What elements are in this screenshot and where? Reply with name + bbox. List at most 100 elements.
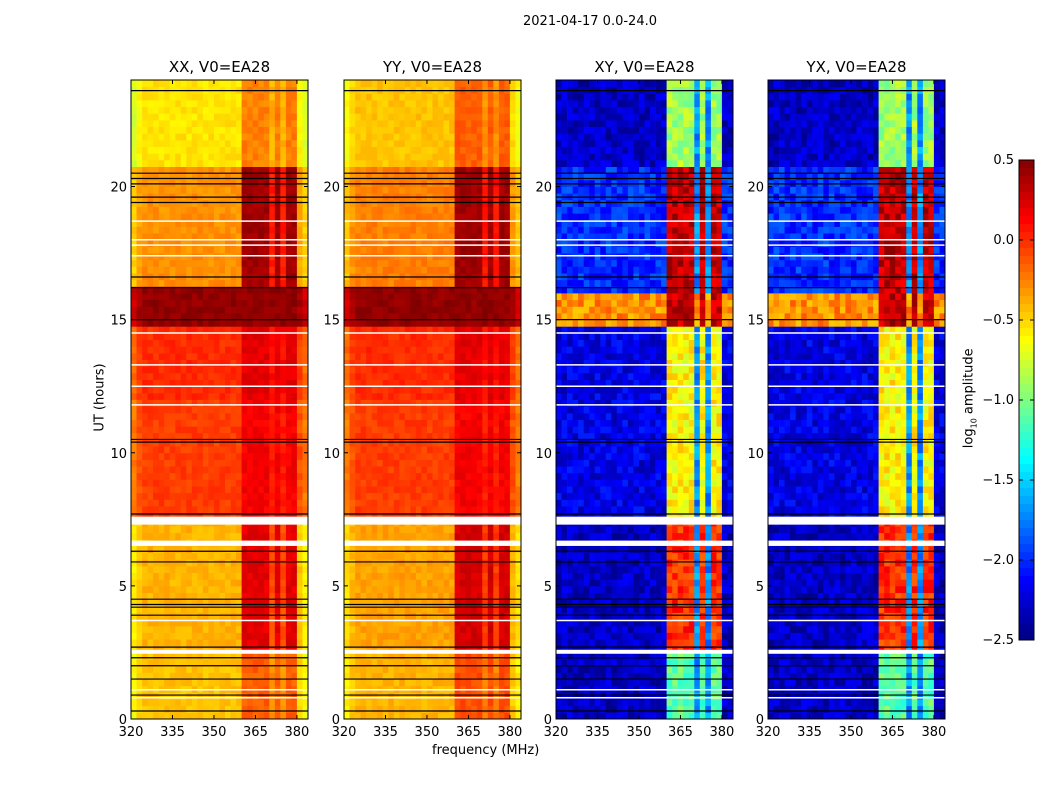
heatmap-cell — [443, 412, 450, 420]
heatmap-cell — [136, 106, 143, 114]
heatmap-cell — [291, 672, 298, 680]
heatmap-cell — [498, 419, 505, 427]
heatmap-cell — [493, 605, 500, 613]
heatmap-cell — [498, 512, 505, 520]
heatmap-cell — [197, 526, 204, 534]
heatmap-cell — [360, 679, 367, 687]
heatmap-cell — [274, 545, 281, 553]
heatmap-cell — [460, 406, 467, 414]
heatmap-cell — [460, 452, 467, 460]
heatmap-cell — [393, 612, 400, 620]
heatmap-cell — [263, 279, 270, 287]
heatmap-cell — [241, 352, 248, 360]
heatmap-cell — [197, 219, 204, 227]
heatmap-cell — [415, 645, 422, 653]
heatmap-cell — [219, 326, 226, 334]
heatmap-cell — [515, 352, 522, 360]
heatmap-cell — [421, 359, 428, 367]
heatmap-cell — [241, 372, 248, 380]
heatmap-cell — [252, 605, 259, 613]
heatmap-cell — [476, 699, 483, 707]
heatmap-cell — [153, 412, 159, 420]
heatmap-cell — [438, 565, 444, 573]
heatmap-cell — [230, 459, 237, 467]
heatmap-cell — [263, 705, 270, 713]
heatmap-cell — [175, 432, 182, 440]
heatmap-cell — [153, 506, 159, 514]
heatmap-cell — [230, 512, 237, 520]
heatmap-cell — [153, 419, 159, 427]
heatmap-cell — [208, 665, 215, 673]
heatmap-cell — [263, 419, 270, 427]
heatmap-cell — [285, 526, 292, 534]
heatmap-cell — [349, 472, 356, 480]
heatmap-cell — [131, 552, 137, 560]
heatmap-cell — [252, 319, 259, 327]
heatmap-cell — [296, 366, 303, 374]
heatmap-cell — [410, 419, 417, 427]
heatmap-cell — [258, 665, 265, 673]
heatmap-cell — [247, 672, 254, 680]
heatmap-cell — [482, 486, 489, 494]
heatmap-cell — [421, 412, 428, 420]
heatmap-cell — [197, 619, 204, 627]
heatmap-cell — [515, 625, 522, 633]
heatmap-cell — [509, 466, 516, 474]
heatmap-cell — [153, 392, 159, 400]
heatmap-cell — [269, 126, 276, 134]
heatmap-cell — [230, 326, 237, 334]
heatmap-cell — [404, 526, 411, 534]
heatmap-cell — [263, 412, 270, 420]
heatmap-cell — [427, 612, 433, 620]
heatmap-cell — [404, 712, 411, 720]
heatmap-cell — [349, 585, 356, 593]
heatmap-cell — [180, 652, 187, 660]
heatmap-cell — [410, 506, 417, 514]
heatmap-cell — [197, 126, 204, 134]
heatmap-cell — [280, 585, 287, 593]
heatmap-cell — [208, 126, 215, 134]
heatmap-cell — [153, 592, 159, 600]
heatmap-cell — [296, 592, 303, 600]
heatmap-cell — [258, 605, 265, 613]
heatmap-cell — [153, 206, 159, 214]
heatmap-cell — [432, 545, 439, 553]
heatmap-cell — [302, 645, 309, 653]
heatmap-cell — [504, 352, 511, 360]
heatmap-cell — [377, 372, 384, 380]
heatmap-cell — [263, 652, 270, 660]
heatmap-cell — [191, 100, 198, 108]
heatmap-cell — [449, 372, 455, 380]
heatmap-cell — [404, 459, 411, 467]
heatmap-cell — [377, 645, 384, 653]
heatmap-cell — [296, 479, 303, 487]
heatmap-cell — [225, 639, 231, 647]
heatmap-cell — [169, 106, 176, 114]
heatmap-cell — [208, 486, 215, 494]
heatmap-cell — [449, 359, 455, 367]
heatmap-cell — [147, 592, 154, 600]
heatmap-cell — [169, 526, 176, 534]
heatmap-cell — [432, 492, 439, 500]
heatmap-cell — [476, 452, 483, 460]
heatmap-cell — [449, 699, 455, 707]
heatmap-cell — [285, 319, 292, 327]
heatmap-cell — [482, 585, 489, 593]
heatmap-cell — [263, 299, 270, 307]
heatmap-cell — [236, 679, 242, 687]
heatmap-cell — [153, 585, 159, 593]
heatmap-cell — [258, 239, 265, 247]
heatmap-cell — [476, 446, 483, 454]
heatmap-cell — [302, 313, 309, 321]
heatmap-cell — [471, 639, 478, 647]
heatmap-cell — [382, 572, 389, 580]
heatmap-cell — [410, 412, 417, 420]
heatmap-cell — [164, 672, 171, 680]
heatmap-cell — [147, 399, 154, 407]
heatmap-cell — [410, 592, 417, 600]
heatmap-cell — [404, 532, 411, 540]
heatmap-cell — [131, 166, 137, 174]
heatmap-cell — [280, 326, 287, 334]
heatmap-cell — [169, 266, 176, 274]
heatmap-cell — [175, 399, 182, 407]
